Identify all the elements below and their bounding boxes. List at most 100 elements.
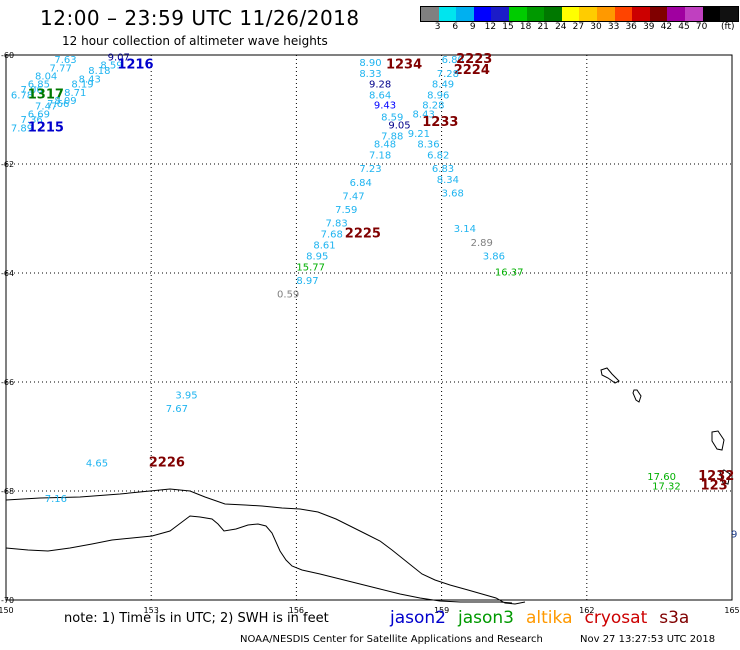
wave-height-value: 7.28 — [437, 69, 459, 80]
island-1 — [600, 367, 620, 384]
wave-height-value: 16.37 — [495, 268, 524, 279]
legend-unit: (ft) — [721, 22, 735, 32]
legend-tick-label: 42 — [660, 22, 673, 32]
wave-height-value: 6.83 — [432, 164, 454, 175]
map-subtitle: 12 hour collection of altimeter wave hei… — [62, 34, 328, 48]
legend-swatch — [684, 7, 703, 21]
pass-time-label: 123 — [701, 478, 728, 493]
wave-height-value: 4.65 — [86, 458, 108, 469]
wave-height-value: 8.04 — [35, 72, 57, 83]
pass-time-label: 1216 — [117, 58, 153, 73]
wave-height-value: 6.85 — [28, 80, 50, 91]
pass-time-label: 2226 — [149, 455, 185, 470]
legend-tick-label: 39 — [643, 22, 655, 32]
wave-height-value: 3.86 — [483, 251, 505, 262]
longitude-label: 159 — [434, 606, 449, 615]
pass-time-label: 2223 — [456, 52, 492, 67]
legend-swatch — [667, 7, 685, 21]
wave-height-value: 6.82 — [427, 151, 449, 162]
wave-height-value: 7.77 — [50, 63, 72, 74]
longitude-label: 150 — [0, 606, 14, 615]
wave-height-value: 9.28 — [369, 80, 391, 91]
latitude-label: -62 — [1, 160, 14, 169]
satellite-jason3: jason3 — [458, 608, 514, 628]
wave-height-value: 9 — [731, 529, 737, 540]
wave-height-value: 8.95 — [306, 251, 328, 262]
wave-height-value: 7.66 — [47, 99, 69, 110]
wave-height-value: 17.60 — [647, 472, 676, 483]
legend-tick-label: 18 — [519, 22, 532, 32]
wave-height-value: 7.47 — [342, 191, 364, 202]
wave-height-value: 8.61 — [313, 240, 335, 251]
latitude-label: -68 — [1, 487, 14, 496]
wave-height-value: 7.47 — [35, 102, 57, 113]
legend-tick-label: 6 — [452, 22, 459, 32]
legend-swatch — [544, 7, 562, 21]
wave-height-value: 9.05 — [388, 121, 410, 132]
longitude-label: 156 — [289, 606, 304, 615]
wave-height-value: 6.80 — [442, 55, 464, 66]
wave-height-value: 8.96 — [427, 91, 449, 102]
wave-height-value: 7.68 — [321, 230, 343, 241]
wave-height-value: 8.49 — [432, 80, 454, 91]
pass-time-label: 1232 — [698, 469, 734, 484]
wave-height-value: 8.18 — [88, 66, 110, 77]
wave-height-value: 8.34 — [437, 175, 459, 186]
legend-swatch — [508, 7, 527, 21]
wave-height-value: 7.88 — [381, 131, 403, 142]
legend-tick-label: 21 — [537, 22, 549, 32]
satellite-s3a: s3a — [659, 608, 690, 628]
wave-height-value: 7.63 — [54, 55, 76, 66]
map-frame — [5, 54, 733, 601]
latitude-label: -66 — [1, 378, 14, 387]
coastline — [5, 367, 731, 605]
legend-tick-label: 12 — [484, 22, 497, 32]
legend-swatch — [596, 7, 615, 21]
wave-height-value: 8.71 — [64, 88, 86, 99]
legend-tick-label: 24 — [555, 22, 567, 32]
pass-time-label: 1215 — [28, 120, 64, 135]
wave-height-value: 8.28 — [422, 100, 444, 111]
legend-tick-label: 36 — [625, 22, 637, 32]
wave-height-value: 6.78 — [11, 91, 33, 102]
legend-swatch — [473, 7, 492, 21]
wave-height-value: 9.43 — [374, 100, 396, 111]
wave-height-value: 7.89 — [11, 123, 33, 134]
legend-swatch — [491, 7, 509, 21]
legend-swatch — [526, 7, 545, 21]
legend-tick-label: 33 — [607, 22, 620, 32]
latitude-label: -60 — [1, 51, 14, 60]
wave-height-value: 6.84 — [350, 178, 372, 189]
pass-time-label: 2225 — [345, 227, 381, 242]
wave-height-value: 0.59 — [277, 290, 299, 301]
wave-height-value: 7.06 — [21, 85, 43, 96]
wave-height-value: 3.14 — [454, 224, 476, 235]
wave-height-value: 8.33 — [359, 69, 381, 80]
latitude-label: -70 — [1, 596, 14, 605]
observations-layer: 7.637.778.046.857.066.7813177.477.366.69… — [11, 52, 738, 540]
satellite-cryosat: cryosat — [584, 608, 648, 628]
credit-line: NOAA/NESDIS Center for Satellite Applica… — [240, 634, 543, 645]
wave-height-value: 17.32 — [652, 481, 681, 492]
wave-height-value: 8.43 — [413, 110, 435, 121]
wave-height-value: 7.18 — [369, 151, 391, 162]
wave-height-value: 8.97 — [296, 276, 318, 287]
lat-lon-grid — [5, 54, 733, 601]
wave-height-value: 3.95 — [175, 390, 197, 401]
legend-swatch — [579, 7, 597, 21]
wave-height-value: 15.77 — [296, 262, 325, 273]
legend-swatch — [702, 7, 721, 21]
legend-tick-label: 45 — [678, 22, 690, 32]
antarctic-coastline — [5, 488, 526, 605]
legend-swatch — [438, 7, 457, 21]
legend-ticks: 3 6 9 12 15 18 21 24 27 30 33 36 39 42 45 70 — [420, 22, 738, 34]
longitude-label: 162 — [579, 606, 594, 615]
legend-tick-label: 27 — [572, 22, 585, 32]
wave-height-value: 7.59 — [335, 205, 357, 216]
wave-height-value: 3.68 — [442, 189, 464, 200]
generated-timestamp: Nov 27 13:27:53 UTC 2018 — [580, 634, 716, 645]
latitude-label: -64 — [1, 269, 14, 278]
legend-swatch — [456, 7, 474, 21]
